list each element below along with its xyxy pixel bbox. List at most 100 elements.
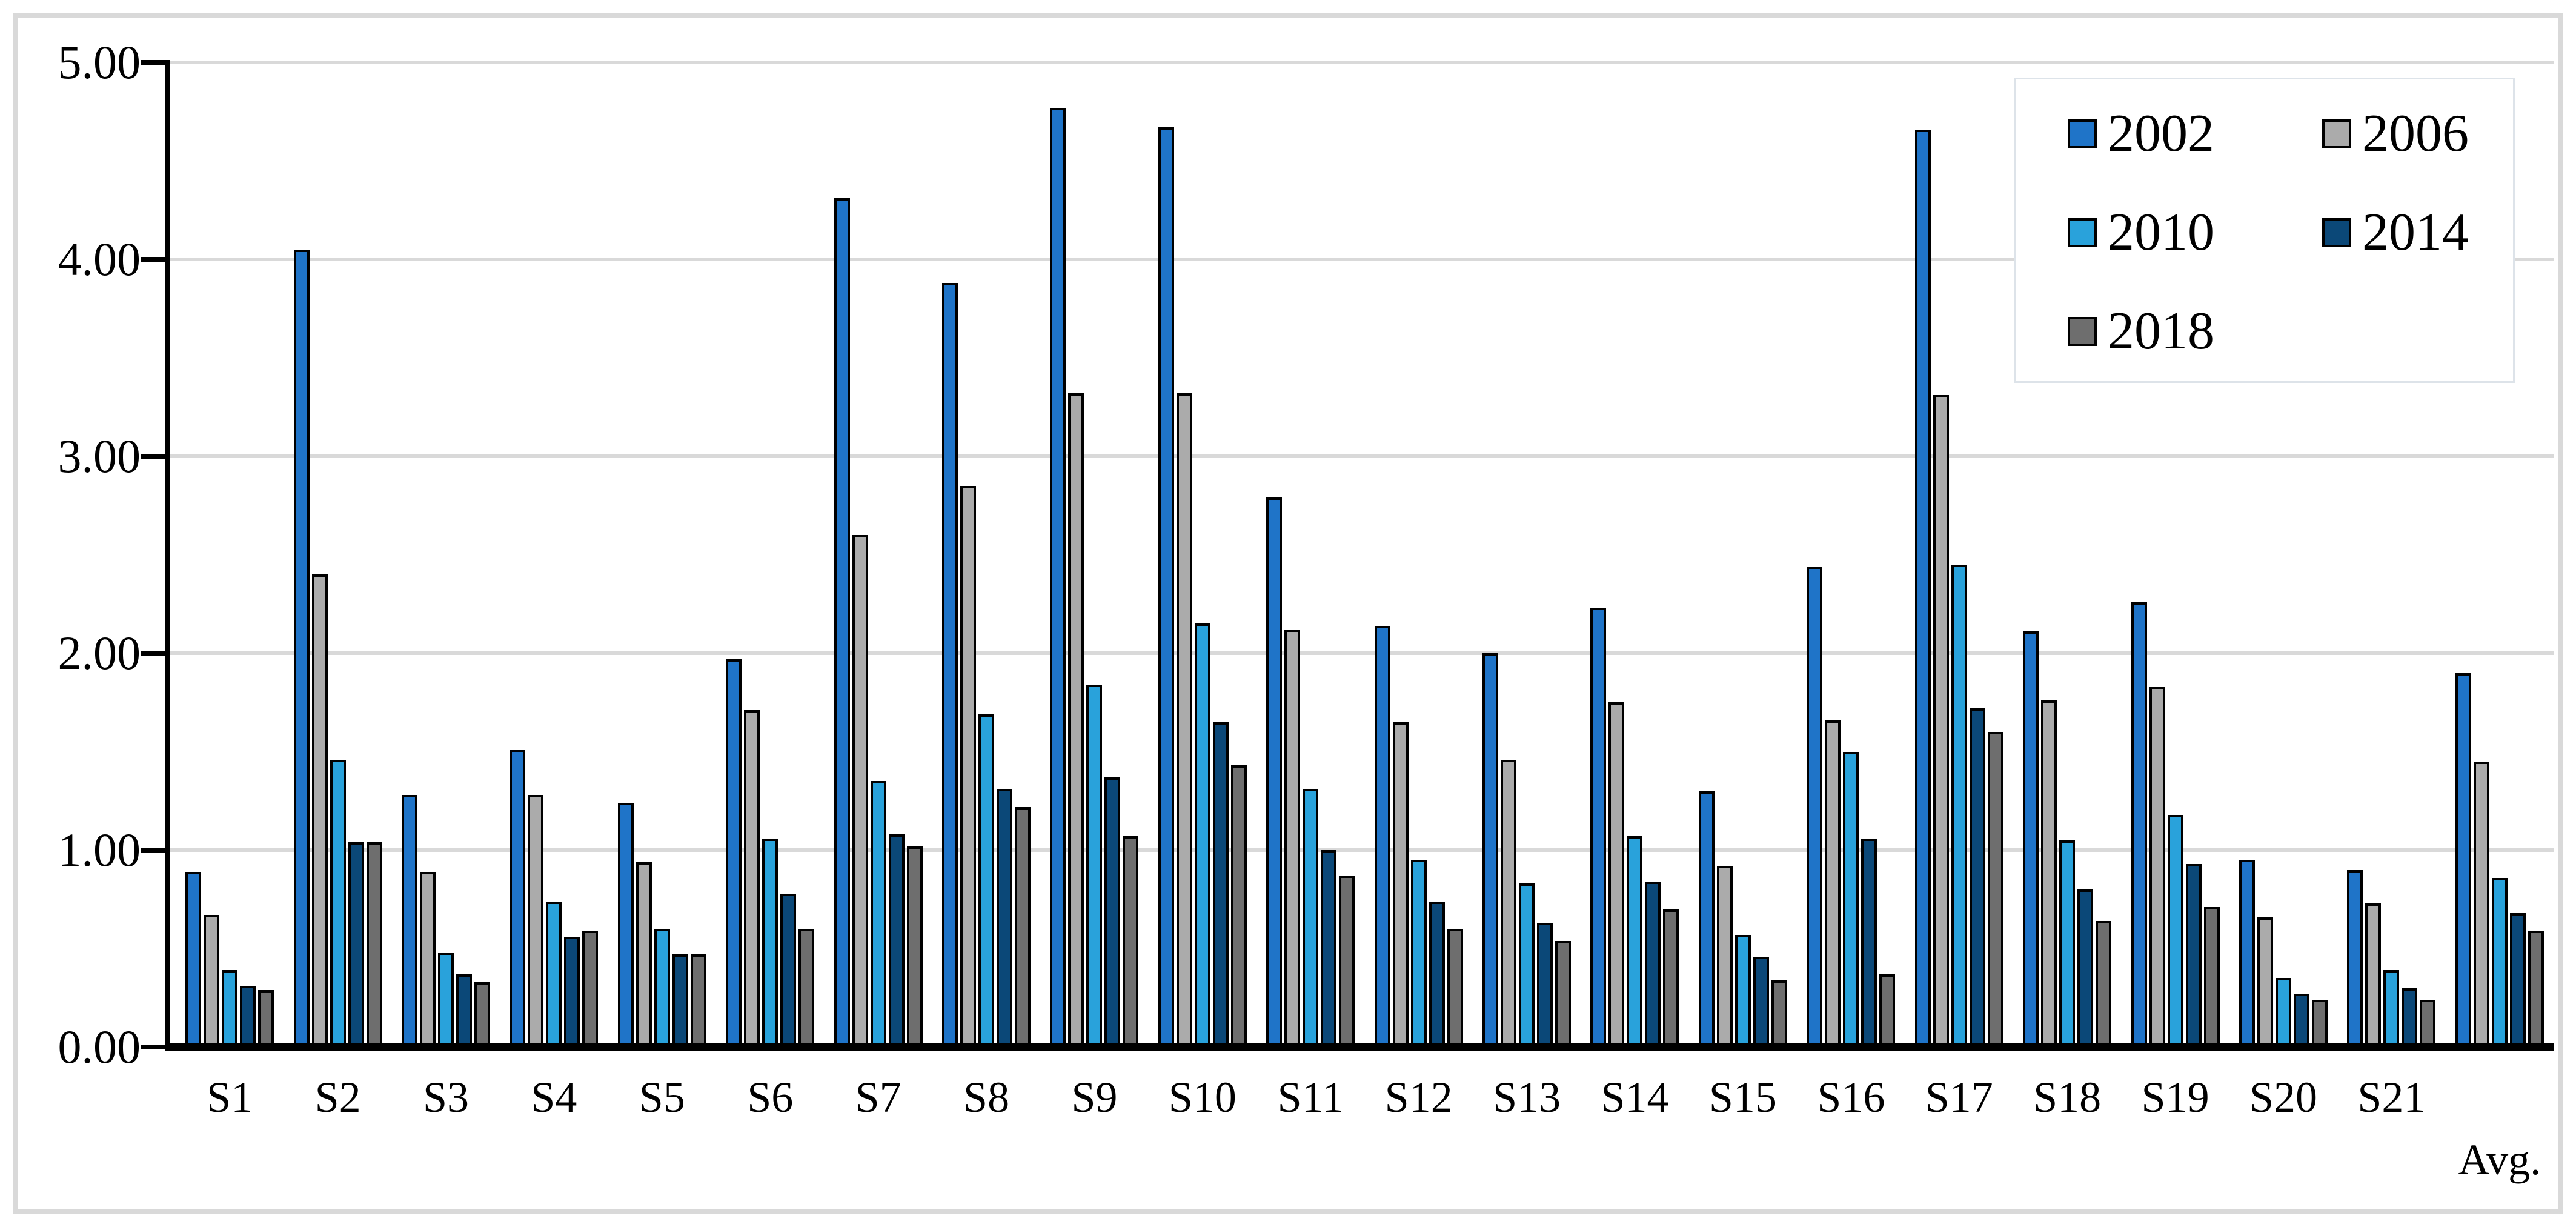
legend-label: 2018 [2108,301,2214,361]
bar-group-S5 [608,62,716,1047]
bar-S14-2006 [1608,702,1625,1047]
y-axis-label: 1.00 [58,823,141,876]
bar-S21-2018 [2420,1000,2436,1047]
bar-S17-2006 [1933,395,1949,1047]
bar-S14-2002 [1590,608,1607,1047]
bar-S4-2006 [528,795,544,1047]
bar-S15-2010 [1734,934,1751,1047]
bar-S8-2014 [997,789,1013,1047]
x-axis-label-S10: S10 [1168,1073,1237,1122]
bar-Avg-2010 [2491,877,2508,1047]
bar-S1-2014 [240,986,256,1047]
bar-S7-2018 [906,846,923,1047]
plot-area [176,62,2554,1047]
bar-S13-2010 [1519,883,1535,1047]
bar-S17-2010 [1951,564,1967,1047]
bar-S15-2018 [1771,980,1787,1047]
bar-S6-2014 [780,893,797,1047]
bar-S19-2014 [2185,863,2202,1047]
bar-S20-2018 [2311,1000,2328,1047]
bar-S19-2002 [2131,602,2147,1047]
bar-S21-2010 [2383,970,2400,1047]
legend-item-2010: 2010 [2068,202,2322,262]
x-axis-label-S16: S16 [1817,1073,1885,1122]
legend-item-2014: 2014 [2322,202,2513,262]
bar-group-S3 [392,62,500,1047]
bar-S20-2010 [2275,978,2291,1047]
bar-S5-2006 [636,862,652,1047]
bar-S20-2014 [2293,994,2309,1047]
bar-S10-2002 [1158,127,1174,1047]
bar-S3-2010 [438,953,454,1047]
bar-S10-2014 [1212,722,1229,1047]
bar-S16-2010 [1843,751,1859,1047]
bar-S17-2014 [1969,708,1985,1047]
x-axis-label-S8: S8 [963,1073,1010,1122]
x-axis-label-S15: S15 [1708,1073,1777,1122]
bar-S18-2018 [2096,921,2112,1047]
x-axis-label-Avg: Avg. [2458,1136,2541,1184]
bar-S1-2002 [185,871,202,1047]
bar-S12-2010 [1410,860,1427,1047]
y-axis-label: 4.00 [58,233,141,285]
bar-S11-2006 [1284,630,1301,1047]
x-axis-label-S6: S6 [747,1073,794,1122]
bar-S15-2002 [1698,791,1715,1047]
gridline-2.00 [170,651,2554,655]
x-axis-label-S17: S17 [1925,1073,1993,1122]
bar-S11-2018 [1339,876,1355,1047]
bar-S16-2014 [1861,838,1877,1047]
bar-S9-2014 [1104,777,1121,1047]
bar-group-S10 [1149,62,1256,1047]
y-tick-0.00 [141,1045,165,1049]
bar-S8-2018 [1015,806,1031,1047]
bar-S12-2002 [1374,625,1390,1047]
bar-S18-2002 [2023,631,2039,1047]
bar-group-S11 [1256,62,1364,1047]
bar-S2-2010 [330,759,346,1047]
x-axis-label-S7: S7 [855,1073,901,1122]
bar-S3-2002 [402,795,418,1047]
bar-S9-2006 [1068,393,1084,1047]
bar-S2-2018 [366,842,382,1047]
legend-swatch-icon [2068,119,2097,148]
x-axis-label-S1: S1 [207,1073,253,1122]
bar-group-S18 [2013,62,2121,1047]
legend-swatch-icon [2068,218,2097,247]
bar-group-S20 [2229,62,2337,1047]
bar-S19-2010 [2167,814,2183,1047]
bar-S19-2018 [2203,907,2220,1047]
legend-label: 2014 [2362,202,2469,262]
bar-S4-2002 [510,750,526,1047]
bar-S16-2002 [1807,567,1823,1047]
bar-S21-2002 [2347,870,2363,1047]
bar-S7-2014 [888,834,905,1047]
bar-group-S4 [500,62,608,1047]
legend-swatch-icon [2068,316,2097,346]
y-tick-4.00 [141,257,165,262]
bar-S19-2006 [2149,687,2165,1047]
bar-S7-2010 [870,781,886,1047]
bar-group-S16 [1797,62,1905,1047]
x-axis-label-S19: S19 [2141,1073,2209,1122]
bar-S2-2014 [348,842,364,1047]
bar-S3-2006 [420,871,436,1047]
bar-S4-2010 [546,901,562,1047]
legend-item-2018: 2018 [2068,301,2322,361]
legend: 2002 2006 2010 2014 2018 [2014,78,2515,383]
bar-S7-2002 [834,198,850,1047]
legend-label: 2010 [2108,202,2214,262]
bar-S6-2002 [726,659,742,1047]
legend-swatch-icon [2322,119,2351,148]
bar-S9-2002 [1050,107,1066,1047]
bar-S13-2014 [1537,923,1553,1047]
bar-S11-2002 [1266,497,1283,1047]
y-axis-label: 5.00 [58,36,141,88]
bar-S14-2010 [1627,836,1643,1047]
y-axis-label: 3.00 [58,430,141,482]
bar-group-S1 [176,62,284,1047]
x-axis-label-S14: S14 [1601,1073,1669,1122]
bar-group-S17 [1905,62,2013,1047]
bar-S5-2018 [690,954,706,1047]
